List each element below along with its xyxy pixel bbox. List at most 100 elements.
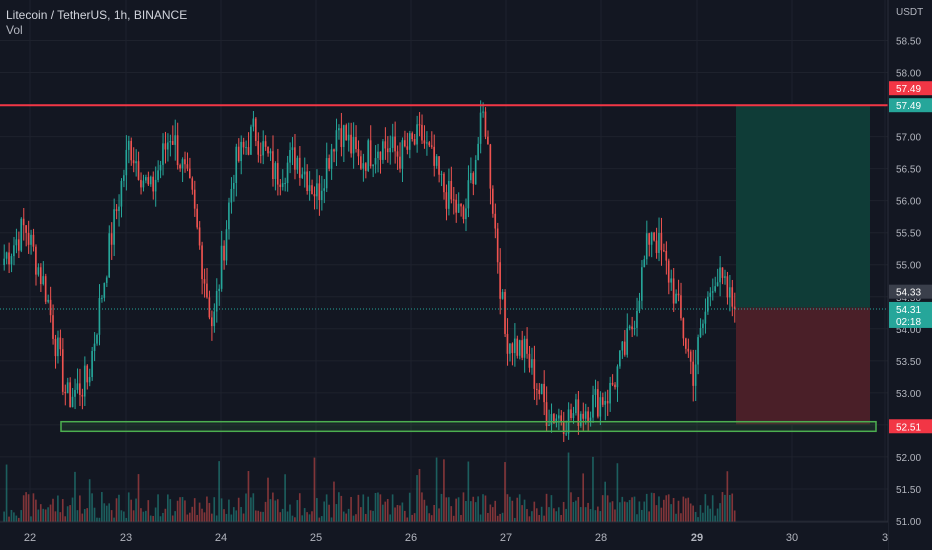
volume-bar [655,505,658,522]
candle-body [689,351,692,362]
candle-down [667,258,670,295]
volume-bar [291,515,294,522]
candle-body [528,353,531,368]
candle-up [709,287,712,307]
candle-body [550,414,553,425]
volume-bar [254,510,257,522]
candle-up [728,274,731,312]
candle-down [528,345,531,373]
candle-body [320,190,323,200]
candle-body [526,338,528,354]
volume-bar [465,500,467,522]
candle-down [428,141,431,148]
current-price-tag-text: 02:18 [896,317,921,328]
candle-body [716,282,719,287]
volume-bar [467,461,470,522]
candle-up [30,229,32,255]
volume-bar [203,512,206,522]
volume-bar [338,492,340,522]
volume-bar [152,515,154,522]
candle-down [614,382,616,390]
volume-bar [186,514,189,522]
candle-body [465,208,467,220]
candle-up [557,408,560,431]
candle-down [484,107,487,140]
volume-bar [452,515,455,522]
candle-body [69,382,71,408]
candle-down [682,317,685,346]
x-tick-label: 23 [120,532,132,544]
candle-down [413,133,416,146]
volume-bar [49,504,52,522]
volume-bar [567,452,570,522]
volume-bar [445,497,448,522]
y-tick-label: 56.50 [896,165,921,176]
candle-up [181,157,184,182]
candle-body [123,175,125,181]
volume-bar [64,516,67,522]
candle-body [3,258,5,266]
candle-body [350,134,352,154]
candle-up [274,161,277,191]
candle-up [262,130,264,165]
candle-up [66,377,69,394]
x-tick-label: 28 [595,532,607,544]
y-tick-label: 53.00 [896,389,921,400]
volume-bar [643,501,646,522]
volume-bar [479,514,482,522]
candle-body [562,422,565,434]
candle-down [328,154,330,172]
candle-body [643,259,646,268]
candle-down [499,248,501,315]
candle-body [401,140,404,169]
candle-body [184,159,186,165]
volume-bar [594,510,597,522]
candle-down [538,383,541,400]
candle-up [719,256,721,297]
stop-price-tag-text: 52.51 [896,422,921,433]
candle-body [611,382,614,385]
candle-body [535,388,538,390]
volume-bar [276,499,279,522]
volume-bar [181,496,184,522]
candle-up [638,292,641,314]
x-tick-label: 22 [24,532,36,544]
volume-bar [245,493,247,522]
volume-bar [83,509,86,522]
volume-bar [240,507,242,522]
volume-label[interactable]: Vol [6,23,23,37]
candle-body [560,415,563,423]
candle-down [279,178,282,196]
volume-bar [306,512,308,522]
candle-body [333,149,335,152]
candle-body [159,164,162,171]
volume-bar [523,499,526,522]
candle-body [154,179,157,192]
candle-body [188,168,191,179]
symbol-title[interactable]: Litecoin / TetherUS, 1h, BINANCE [6,8,188,22]
candle-body [120,180,123,207]
candle-up [15,228,18,254]
volume-bar [5,464,8,522]
candle-down [257,132,260,163]
candle-down [460,203,462,217]
candle-up [240,135,242,175]
volume-bar [350,496,352,522]
volume-bar [206,496,208,522]
candle-body [711,291,714,293]
candle-body [704,311,707,324]
volume-bar [460,515,462,522]
candle-body [594,389,597,395]
candle-body [367,140,369,171]
candle-up [675,289,677,304]
candle-body [687,348,690,352]
x-tick-label: 3 [882,532,888,544]
candle-body [171,141,174,145]
y-tick-label: 58.00 [896,69,921,80]
candle-up [42,261,45,286]
volume-bar [636,514,638,522]
volume-bar [672,497,675,522]
candle-body [457,203,460,213]
candle-body [462,206,465,220]
